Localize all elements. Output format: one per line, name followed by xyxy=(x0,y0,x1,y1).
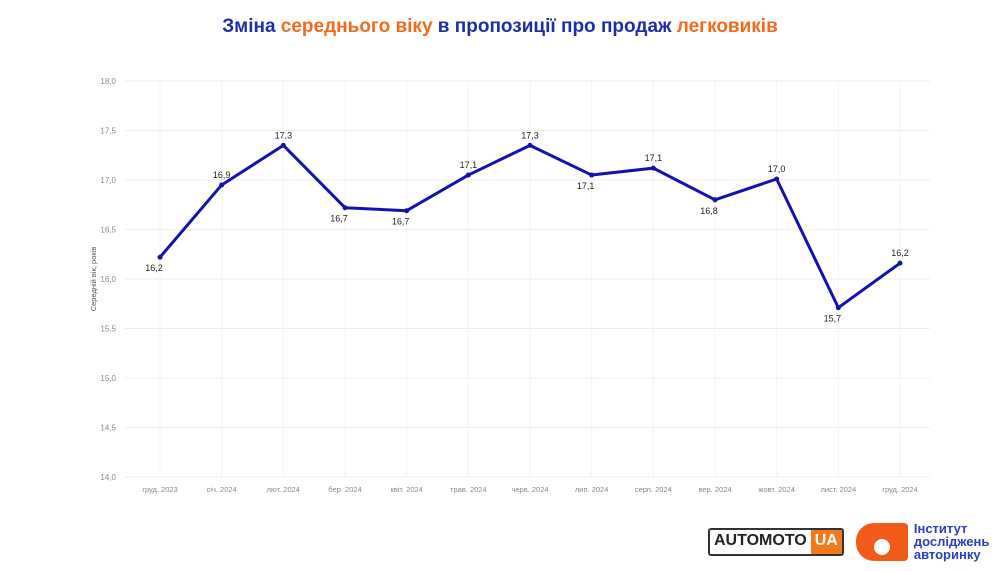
data-point xyxy=(342,205,348,211)
data-point xyxy=(589,172,595,178)
data-point xyxy=(835,305,841,311)
data-label: 17,3 xyxy=(275,130,293,140)
data-point xyxy=(157,254,163,260)
data-label: 17,3 xyxy=(521,130,539,140)
title-highlight: легковиків xyxy=(676,16,778,37)
automoto-ua: UA xyxy=(810,529,842,554)
data-label: 17,0 xyxy=(768,164,786,174)
y-tick-label: 15,0 xyxy=(100,374,116,383)
y-tick-label: 17,5 xyxy=(100,127,116,136)
y-tick-label: 14,5 xyxy=(100,424,116,433)
x-tick-label: січ. 2024 xyxy=(207,485,237,494)
automoto-text: AUTOMOTO xyxy=(710,529,811,554)
data-point xyxy=(712,197,718,203)
x-tick-label: жовт. 2024 xyxy=(758,485,794,494)
logos: AUTOMOTO UA Інститут досліджень авторинку xyxy=(708,522,989,561)
data-label: 16,8 xyxy=(700,206,718,216)
data-label: 17,1 xyxy=(645,153,663,163)
x-tick-label: бер. 2024 xyxy=(328,485,361,494)
x-tick-label: груд. 2023 xyxy=(142,485,178,494)
x-tick-label: серп. 2024 xyxy=(635,485,672,494)
institute-line: Інститут xyxy=(913,521,968,536)
data-point xyxy=(527,142,533,148)
x-tick-label: вер. 2024 xyxy=(698,485,731,494)
y-tick-label: 16,5 xyxy=(100,226,116,235)
data-label: 16,2 xyxy=(145,263,163,273)
title-part: Зміна xyxy=(222,16,281,37)
institute-logo: Інститут досліджень авторинку xyxy=(855,521,990,562)
data-point xyxy=(897,260,903,266)
data-label: 16,2 xyxy=(891,248,909,258)
institute-line: авторинку xyxy=(913,547,981,562)
institute-line: досліджень xyxy=(913,534,990,549)
data-point xyxy=(404,208,410,214)
data-label: 16,7 xyxy=(330,214,348,224)
data-point xyxy=(465,172,471,178)
institute-logo-icon xyxy=(855,522,908,561)
x-tick-label: лют. 2024 xyxy=(267,485,300,494)
data-point xyxy=(774,176,780,182)
data-label: 16,9 xyxy=(213,170,231,180)
x-tick-label: лип. 2024 xyxy=(575,485,608,494)
y-tick-label: 17,0 xyxy=(100,176,116,185)
x-tick-label: квіт. 2024 xyxy=(390,485,422,494)
data-label: 17,1 xyxy=(460,160,478,170)
y-axis-label: Середній вік, років xyxy=(89,247,98,312)
automoto-logo: AUTOMOTO UA xyxy=(708,527,844,556)
x-tick-label: трав. 2024 xyxy=(450,485,487,494)
y-tick-label: 18,0 xyxy=(100,77,116,86)
x-tick-label: лист. 2024 xyxy=(820,485,856,494)
x-tick-label: черв. 2024 xyxy=(511,485,548,494)
data-point xyxy=(650,165,656,171)
data-point xyxy=(219,182,225,188)
y-tick-label: 15,5 xyxy=(100,325,116,334)
y-tick-label: 16,0 xyxy=(100,275,116,284)
data-point xyxy=(280,142,286,148)
title-part: в пропозиції про продаж xyxy=(432,16,677,37)
x-tick-label: груд. 2024 xyxy=(882,485,918,494)
y-tick-label: 14,0 xyxy=(100,473,116,482)
data-label: 15,7 xyxy=(824,314,842,324)
title-highlight: середнього віку xyxy=(280,16,433,37)
chart-title: Зміна середнього віку в пропозиції про п… xyxy=(0,16,1000,38)
data-label: 17,1 xyxy=(577,181,595,191)
data-label: 16,7 xyxy=(392,217,410,227)
